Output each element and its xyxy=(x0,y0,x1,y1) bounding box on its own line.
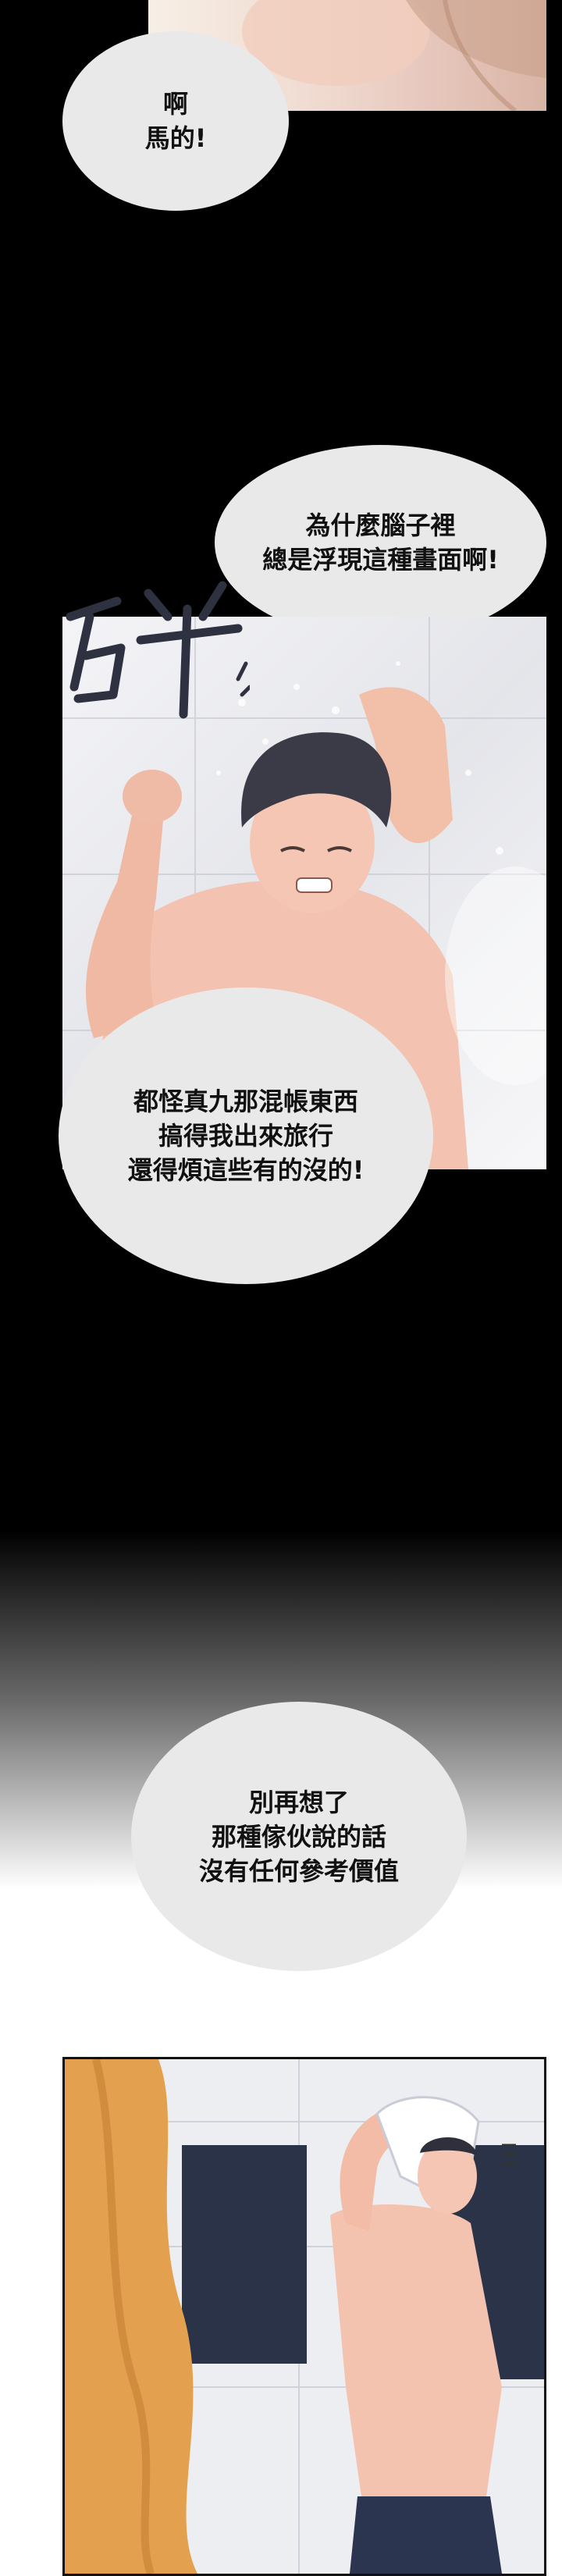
panel-top-art xyxy=(242,0,546,111)
speech-bubble-1: 啊 馬的! xyxy=(62,31,289,211)
bottom-scene-art xyxy=(65,2059,544,2574)
speech-text-3: 都怪真九那混帳東西 搞得我出來旅行 還得煩這些有的沒的! xyxy=(127,1087,365,1185)
speech-text-4: 別再想了 那種傢伙說的話 沒有任何參考價值 xyxy=(198,1787,399,1886)
crash-sfx-lettering xyxy=(66,581,252,719)
speech-text-1: 啊 馬的! xyxy=(144,89,207,153)
speech-bubble-2: 為什麼腦子裡 總是浮現這種畫面啊! xyxy=(215,445,546,640)
crash-sfx: 砰 xyxy=(55,570,252,726)
speech-bubble-3: 都怪真九那混帳東西 搞得我出來旅行 還得煩這些有的沒的! xyxy=(59,987,433,1284)
speech-bubble-4: 別再想了 那種傢伙說的話 沒有任何參考價值 xyxy=(131,1702,467,1971)
panel-bottom xyxy=(62,2057,546,2576)
speech-text-2: 為什麼腦子裡 總是浮現這種畫面啊! xyxy=(262,511,499,575)
